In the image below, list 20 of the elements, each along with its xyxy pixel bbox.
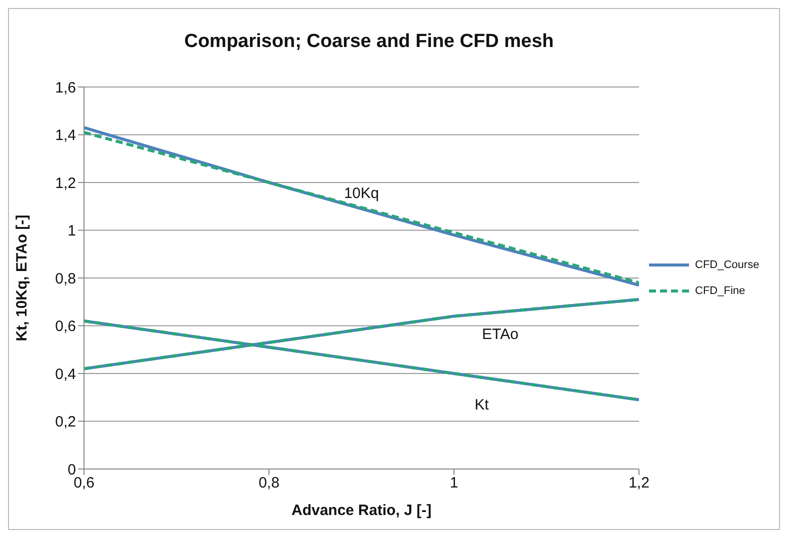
y-tick-label: 0,4 bbox=[55, 366, 76, 383]
y-tick-label: 0 bbox=[68, 461, 76, 478]
y-tick-label: 0,8 bbox=[55, 270, 76, 288]
y-axis-title: Kt, 10Kq, ETAo [-] bbox=[13, 214, 30, 342]
legend-label: CFD_Course bbox=[695, 259, 760, 271]
y-tick-label: 1,4 bbox=[55, 127, 76, 144]
x-tick-label: 1 bbox=[450, 474, 458, 492]
y-tick-label: 0,2 bbox=[55, 414, 76, 431]
legend-label: CFD_Fine bbox=[695, 285, 746, 297]
x-axis-title: Advance Ratio, J [-] bbox=[291, 502, 432, 519]
x-tick-label: 1,2 bbox=[628, 474, 650, 492]
annotation: 10Kq bbox=[344, 185, 380, 202]
y-tick-label: 0,6 bbox=[55, 318, 76, 336]
chart-title: Comparison; Coarse and Fine CFD mesh bbox=[183, 31, 555, 53]
y-tick-label: 1 bbox=[68, 222, 76, 240]
y-tick-label: 1,2 bbox=[55, 174, 76, 192]
annotation: Kt bbox=[474, 396, 490, 414]
y-tick-label: 1,6 bbox=[55, 79, 76, 96]
x-tick-label: 0,8 bbox=[258, 474, 280, 492]
annotation: ETAo bbox=[482, 326, 518, 343]
